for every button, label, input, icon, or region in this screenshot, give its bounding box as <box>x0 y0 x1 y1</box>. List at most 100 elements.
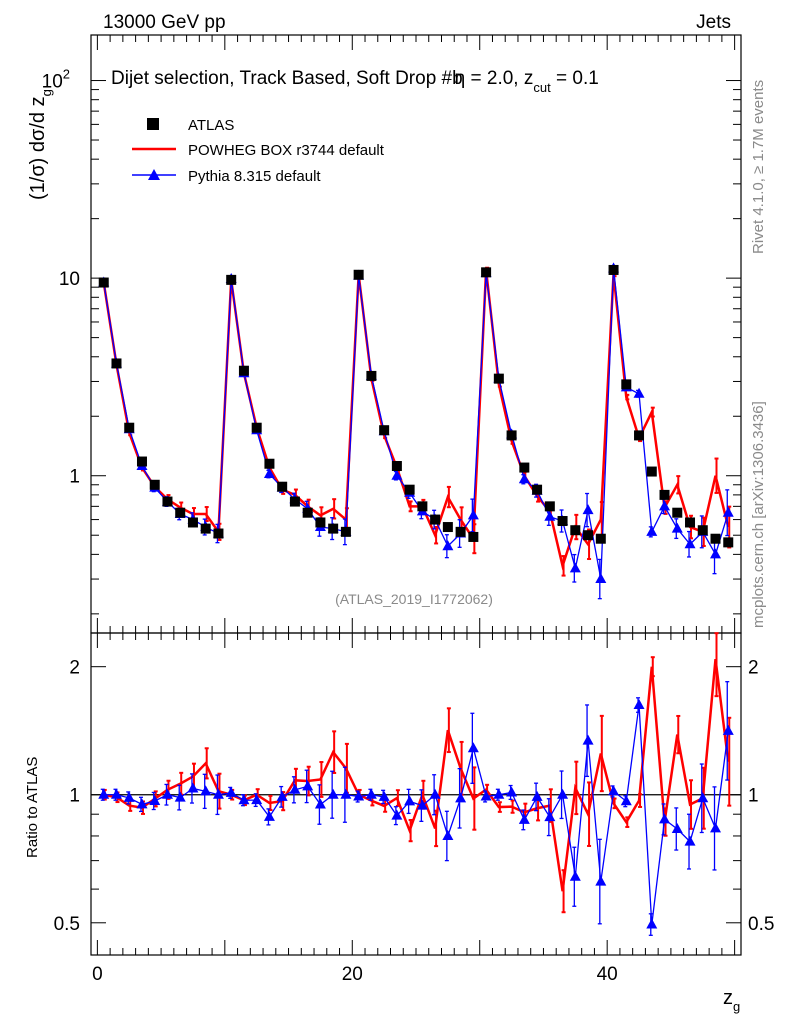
atlas-point <box>353 269 364 280</box>
pythia-ratio-point <box>98 788 110 799</box>
pythia-point <box>595 573 607 584</box>
atlas-point <box>493 373 504 384</box>
atlas-point <box>723 537 734 548</box>
pythia-ratio-point <box>187 782 199 793</box>
pythia-point <box>710 548 722 559</box>
pythia-ratio-point <box>365 788 377 799</box>
pythia-ratio-point <box>493 788 505 799</box>
pythia-ratio-point <box>467 742 479 753</box>
pythia-ratio-point <box>314 798 326 809</box>
ratio-frame <box>90 632 742 956</box>
ratio-axis-ticks <box>91 633 741 955</box>
pythia-point <box>671 522 683 533</box>
pythia-ratio-point <box>200 785 212 796</box>
atlas-point <box>289 496 300 507</box>
main-axis-ticks <box>91 35 741 633</box>
ratio-ylabel: Ratio to ATLAS <box>24 757 41 858</box>
pythia-ratio-point <box>416 799 428 810</box>
ratio-y-tick-label: 0.5 <box>54 914 80 935</box>
atlas-point <box>544 501 555 512</box>
pythia-ratio-point <box>174 791 186 802</box>
pythia-ratio-point <box>353 790 365 801</box>
pythia-ratio-point <box>302 780 314 791</box>
ratio-tick-labels: 0.5 0.5 1 1 2 2 <box>54 658 775 935</box>
energy-label: 13000 GeV pp <box>103 12 226 33</box>
atlas-point <box>468 531 479 542</box>
pythia-point <box>442 540 454 551</box>
atlas-point <box>659 489 670 500</box>
pythia-ratio-point <box>710 822 722 833</box>
x-tick-label: 20 <box>342 964 363 985</box>
pythia-ratio-point <box>557 788 569 799</box>
pythia-ratio-point <box>684 835 696 846</box>
pythia-ratio-point <box>340 788 352 799</box>
pythia-ratio-point <box>455 792 467 803</box>
ratio-y-tick-label-right: 2 <box>748 658 759 679</box>
x-tick-label: 40 <box>597 964 618 985</box>
pythia-ratio-point <box>263 810 275 821</box>
main-panel: 1 10 102 (ATLAS_2019_I1772062) Dijet selec… <box>42 34 742 634</box>
atlas-point <box>111 358 122 369</box>
atlas-point <box>697 525 708 536</box>
atlas-point <box>710 533 721 544</box>
pythia-ratio-point <box>123 791 135 802</box>
pythia-ratio-point <box>608 785 620 796</box>
atlas-point <box>277 481 288 492</box>
pythia-ratio-point <box>582 734 594 745</box>
pythia-ratio-point <box>544 811 556 822</box>
atlas-point <box>98 277 109 288</box>
main-ylabel: (1/σ) dσ/d zg <box>27 89 54 200</box>
pythia-point <box>684 538 696 549</box>
ratio-plot-marks <box>91 632 741 936</box>
y-tick-label: 102 <box>42 67 70 93</box>
rivet-label: Rivet 4.1.0, ≥ 1.7M events <box>750 80 767 254</box>
atlas-point <box>391 461 402 472</box>
powheg-series-line <box>102 269 730 571</box>
pythia-ratio-point <box>659 813 671 824</box>
pythia-ratio-point <box>671 822 683 833</box>
pythia-ratio-point <box>110 788 122 799</box>
ratio-y-tick-label: 1 <box>69 786 80 807</box>
atlas-point <box>442 522 453 533</box>
pythia-ratio-point <box>518 813 530 824</box>
atlas-point <box>583 530 594 541</box>
pythia-point <box>518 473 530 484</box>
atlas-point <box>506 430 517 441</box>
x-tick-labels: 0 20 40 <box>92 964 618 985</box>
x-tick-label: 0 <box>92 964 103 985</box>
pythia-ratio-point <box>276 790 288 801</box>
atlas-point <box>430 514 441 525</box>
pythia-ratio-point <box>225 786 237 797</box>
atlas-point <box>315 517 326 528</box>
atlas-point <box>532 484 543 495</box>
pythia-ratio-point <box>595 875 607 886</box>
atlas-point <box>251 422 262 433</box>
atlas-point <box>264 458 275 469</box>
pythia-ratio-point <box>327 788 339 799</box>
atlas-point <box>187 517 198 528</box>
pythia-ratio-point <box>531 790 543 801</box>
pythia-ratio-point <box>149 794 161 805</box>
atlas-point <box>417 501 428 512</box>
ratio-y-tick-label: 2 <box>69 658 80 679</box>
ratio-panel: 0.5 0.5 1 1 2 2 0 20 40 <box>54 632 775 985</box>
atlas-point <box>175 507 186 518</box>
pythia-ratio-point <box>404 795 416 806</box>
atlas-point <box>136 456 147 467</box>
atlas-point <box>621 379 632 390</box>
atlas-point <box>455 526 466 537</box>
atlas-point <box>634 430 645 441</box>
pythia-point <box>569 562 581 573</box>
atlas-point <box>481 267 492 278</box>
atlas-point <box>404 484 415 495</box>
pythia-ratio-point <box>429 788 441 799</box>
pythia-ratio-point <box>391 809 403 820</box>
y-tick-label: 1 <box>69 467 80 488</box>
atlas-point <box>608 264 619 275</box>
analysis-watermark: (ATLAS_2019_I1772062) <box>335 591 493 607</box>
pythia-ratio-point <box>697 792 709 803</box>
atlas-point <box>672 507 683 518</box>
atlas-point <box>302 507 313 518</box>
atlas-point <box>328 523 339 534</box>
